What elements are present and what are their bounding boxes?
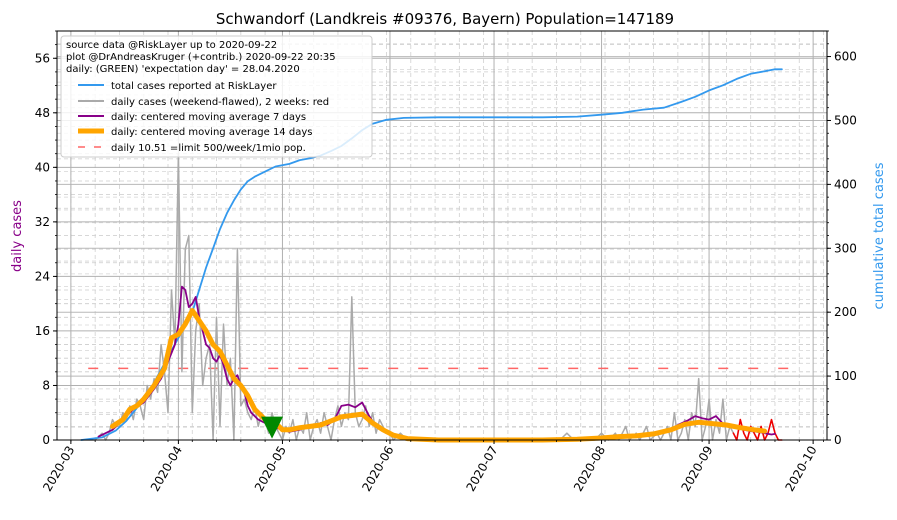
legend-label-total: total cases reported at RiskLayer	[111, 81, 277, 92]
y-left-tick-label: 8	[42, 378, 50, 392]
y-right-tick-label: 200	[834, 305, 857, 319]
y-right-tick-label: 300	[834, 241, 857, 255]
legend-box: source data @RiskLayer up to 2020-09-22 …	[60, 35, 373, 158]
y-right-tick-label: 500	[834, 113, 857, 127]
series-line-ma14	[110, 308, 768, 443]
y-right-tick-label: 100	[834, 369, 857, 383]
y-axis-left-label: daily cases	[10, 200, 25, 272]
y-left-tick-label: 16	[35, 324, 50, 338]
marker-layer	[261, 416, 284, 439]
y-axis-right-label: cumulative total cases	[872, 162, 887, 309]
y-left-tick-label: 0	[42, 433, 50, 447]
y-right-tick-label: 0	[834, 433, 842, 447]
legend-label-ma7: daily: centered moving average 7 days	[111, 112, 306, 123]
y-left-tick-label: 40	[35, 160, 50, 174]
series-line-daily	[80, 152, 735, 441]
legend-label-limit: daily 10.51 =limit 500/week/1mio pop.	[111, 143, 306, 154]
legend-background	[60, 35, 373, 158]
y-left-tick-label: 24	[35, 269, 50, 283]
y-axis-left: 0 8 16 24 32 40 48 56	[35, 30, 57, 447]
y-right-tick-label: 400	[834, 177, 857, 191]
y-right-tick-label: 600	[834, 50, 857, 64]
legend-label-ma14: daily: centered moving average 14 days	[111, 127, 312, 138]
legend-label-daily: daily cases (weekend-flawed), 2 weeks: r…	[111, 97, 329, 108]
expectation-day-marker	[261, 416, 284, 439]
y-axis-right: 0 100 200 300 400 500 600	[827, 30, 857, 447]
info-line-expectation: daily: (GREEN) 'expectation day' = 28.04…	[66, 64, 300, 75]
info-line-source: source data @RiskLayer up to 2020-09-22	[66, 40, 277, 51]
y-left-tick-label: 56	[35, 51, 50, 65]
y-left-tick-label: 48	[35, 106, 50, 120]
y-left-tick-label: 32	[35, 215, 50, 229]
info-line-plot: plot @DrAndreasKruger (+contrib.) 2020-0…	[66, 52, 336, 63]
chart-title: Schwandorf (Landkreis #09376, Bayern) Po…	[216, 10, 674, 28]
